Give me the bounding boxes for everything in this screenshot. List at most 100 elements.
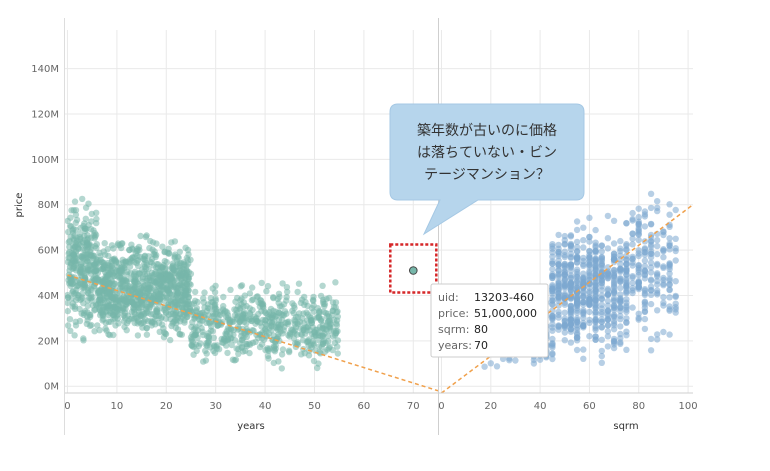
data-point-sqrm bbox=[604, 291, 612, 299]
data-point-sqrm bbox=[598, 310, 605, 318]
data-point-sqrm bbox=[647, 243, 655, 251]
data-point-years bbox=[176, 262, 183, 270]
data-point-sqrm bbox=[586, 233, 593, 241]
data-point-sqrm bbox=[641, 223, 649, 230]
data-point-sqrm bbox=[641, 308, 649, 315]
data-point-years bbox=[105, 331, 112, 338]
data-point-sqrm bbox=[549, 245, 556, 252]
highlight-box bbox=[389, 243, 438, 294]
data-point-years bbox=[122, 258, 130, 265]
data-point-years bbox=[200, 295, 207, 302]
data-point-sqrm bbox=[647, 335, 655, 343]
data-point-years bbox=[152, 312, 159, 320]
data-point-years bbox=[325, 338, 332, 345]
data-point-years bbox=[103, 307, 111, 315]
data-point-years bbox=[192, 288, 199, 296]
data-point-sqrm bbox=[549, 340, 556, 348]
data-point-sqrm bbox=[604, 212, 612, 220]
data-point-sqrm bbox=[660, 254, 667, 261]
data-point-years bbox=[237, 340, 244, 347]
data-point-years bbox=[294, 319, 301, 327]
data-point-sqrm bbox=[641, 211, 649, 218]
data-point-sqrm bbox=[604, 235, 612, 242]
data-point-years bbox=[324, 313, 331, 320]
data-point-years bbox=[108, 242, 116, 249]
data-point-years bbox=[224, 349, 231, 357]
tooltip-key-years: years: bbox=[438, 339, 472, 352]
data-point-years bbox=[145, 253, 152, 260]
x-axis-title-sqrm: sqrm bbox=[613, 421, 638, 432]
data-point-years bbox=[230, 326, 237, 334]
data-point-sqrm bbox=[555, 231, 562, 239]
data-point-years bbox=[93, 209, 100, 216]
data-point-sqrm bbox=[660, 263, 667, 270]
x-tick-label-sqrm: 60 bbox=[583, 401, 596, 412]
data-point-sqrm bbox=[617, 260, 624, 268]
data-point-years bbox=[294, 288, 301, 296]
data-point-sqrm bbox=[555, 314, 562, 321]
data-point-years bbox=[303, 324, 310, 331]
data-point-years bbox=[317, 292, 325, 300]
data-point-years bbox=[275, 330, 282, 338]
data-point-years bbox=[74, 244, 82, 251]
data-point-sqrm bbox=[672, 306, 679, 313]
data-point-sqrm bbox=[654, 236, 661, 244]
data-point-years bbox=[224, 336, 231, 343]
data-point-years bbox=[92, 243, 99, 250]
data-point-years bbox=[270, 359, 277, 367]
callout-line-2: は落ちていない・ビン bbox=[417, 145, 557, 161]
data-point-years bbox=[68, 207, 75, 214]
data-point-years bbox=[195, 342, 202, 350]
data-point-sqrm bbox=[647, 220, 655, 228]
data-point-years bbox=[304, 302, 311, 310]
tooltip-value-years: 70 bbox=[474, 339, 488, 352]
data-point-sqrm bbox=[647, 300, 655, 308]
data-point-years bbox=[157, 290, 164, 297]
data-point-years bbox=[332, 279, 339, 286]
data-point-years bbox=[319, 338, 327, 346]
data-point-sqrm bbox=[598, 359, 605, 366]
data-point-sqrm bbox=[567, 316, 575, 323]
data-point-sqrm bbox=[487, 360, 494, 367]
data-point-sqrm bbox=[580, 355, 587, 362]
data-point-years bbox=[275, 290, 283, 297]
highlighted-point bbox=[408, 266, 418, 275]
data-point-years bbox=[97, 312, 104, 319]
data-point-sqrm bbox=[604, 343, 612, 350]
data-point-sqrm bbox=[610, 279, 618, 286]
data-point-sqrm bbox=[623, 302, 630, 309]
data-point-years bbox=[69, 300, 77, 307]
data-point-sqrm bbox=[512, 357, 519, 364]
data-point-years bbox=[91, 235, 98, 242]
data-point-years bbox=[151, 251, 158, 258]
data-point-sqrm bbox=[561, 322, 568, 329]
data-point-sqrm bbox=[617, 237, 624, 245]
data-point-sqrm bbox=[623, 220, 630, 227]
data-point-sqrm bbox=[580, 244, 587, 251]
data-point-years bbox=[109, 306, 117, 313]
data-point-years bbox=[159, 283, 166, 291]
data-point-sqrm bbox=[592, 256, 599, 264]
data-point-sqrm bbox=[654, 307, 661, 314]
data-point-sqrm bbox=[641, 249, 649, 256]
data-point-years bbox=[131, 268, 139, 275]
data-point-years bbox=[268, 322, 275, 329]
data-point-years bbox=[229, 356, 237, 363]
data-point-years bbox=[326, 343, 333, 350]
data-point-sqrm bbox=[555, 294, 562, 301]
data-point-sqrm bbox=[660, 299, 667, 306]
data-point-years bbox=[129, 254, 136, 261]
data-point-years bbox=[149, 295, 156, 302]
data-point-years bbox=[114, 241, 122, 249]
data-point-sqrm bbox=[567, 233, 575, 240]
data-point-years bbox=[114, 306, 122, 313]
data-point-years bbox=[166, 290, 173, 297]
data-point-years bbox=[234, 315, 241, 323]
data-point-years bbox=[96, 293, 104, 301]
data-point-years bbox=[73, 255, 80, 262]
data-point-years bbox=[64, 322, 72, 329]
data-point-years bbox=[141, 261, 148, 268]
data-point-years bbox=[333, 317, 341, 324]
data-point-sqrm bbox=[549, 324, 556, 331]
data-point-sqrm bbox=[635, 261, 642, 269]
